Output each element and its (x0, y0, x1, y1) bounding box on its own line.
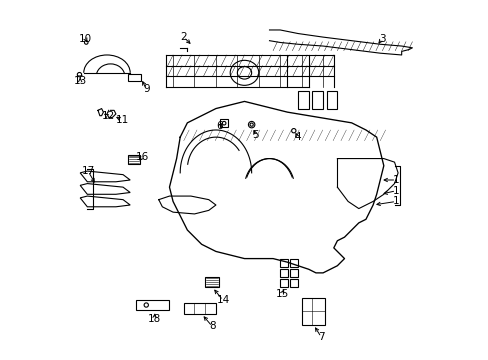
Polygon shape (80, 184, 130, 194)
Bar (326, 91, 337, 109)
Bar (135, 300, 169, 310)
Text: 6: 6 (216, 121, 223, 131)
Text: 7: 7 (317, 332, 324, 342)
Text: 16: 16 (136, 152, 149, 162)
Text: 2: 2 (180, 32, 187, 42)
Text: 9: 9 (142, 84, 149, 94)
Bar (290, 269, 298, 277)
Text: 11: 11 (116, 115, 129, 125)
Text: 3: 3 (378, 34, 385, 44)
Bar (280, 259, 287, 267)
Bar (280, 269, 287, 277)
Bar (312, 91, 323, 109)
Polygon shape (80, 196, 130, 207)
Text: 4: 4 (293, 132, 300, 142)
Text: 18: 18 (147, 314, 161, 324)
Bar (183, 302, 216, 314)
Text: 10: 10 (79, 34, 92, 44)
Text: 13: 13 (73, 76, 87, 86)
Bar (205, 277, 218, 287)
Bar (128, 155, 140, 164)
Bar (301, 298, 324, 325)
Text: 8: 8 (208, 321, 215, 332)
Text: 12: 12 (101, 111, 114, 121)
Text: 1: 1 (392, 186, 399, 196)
Text: 14: 14 (216, 296, 229, 305)
Text: 5: 5 (252, 130, 259, 140)
Text: 15: 15 (275, 289, 288, 298)
Polygon shape (80, 171, 130, 182)
Text: 17: 17 (81, 166, 95, 176)
Bar (280, 279, 287, 287)
Bar (290, 259, 298, 267)
Text: 1: 1 (392, 197, 399, 206)
Bar (128, 74, 141, 81)
Bar (298, 91, 308, 109)
Bar (290, 279, 298, 287)
Text: 1: 1 (392, 175, 399, 185)
Bar (220, 119, 227, 127)
